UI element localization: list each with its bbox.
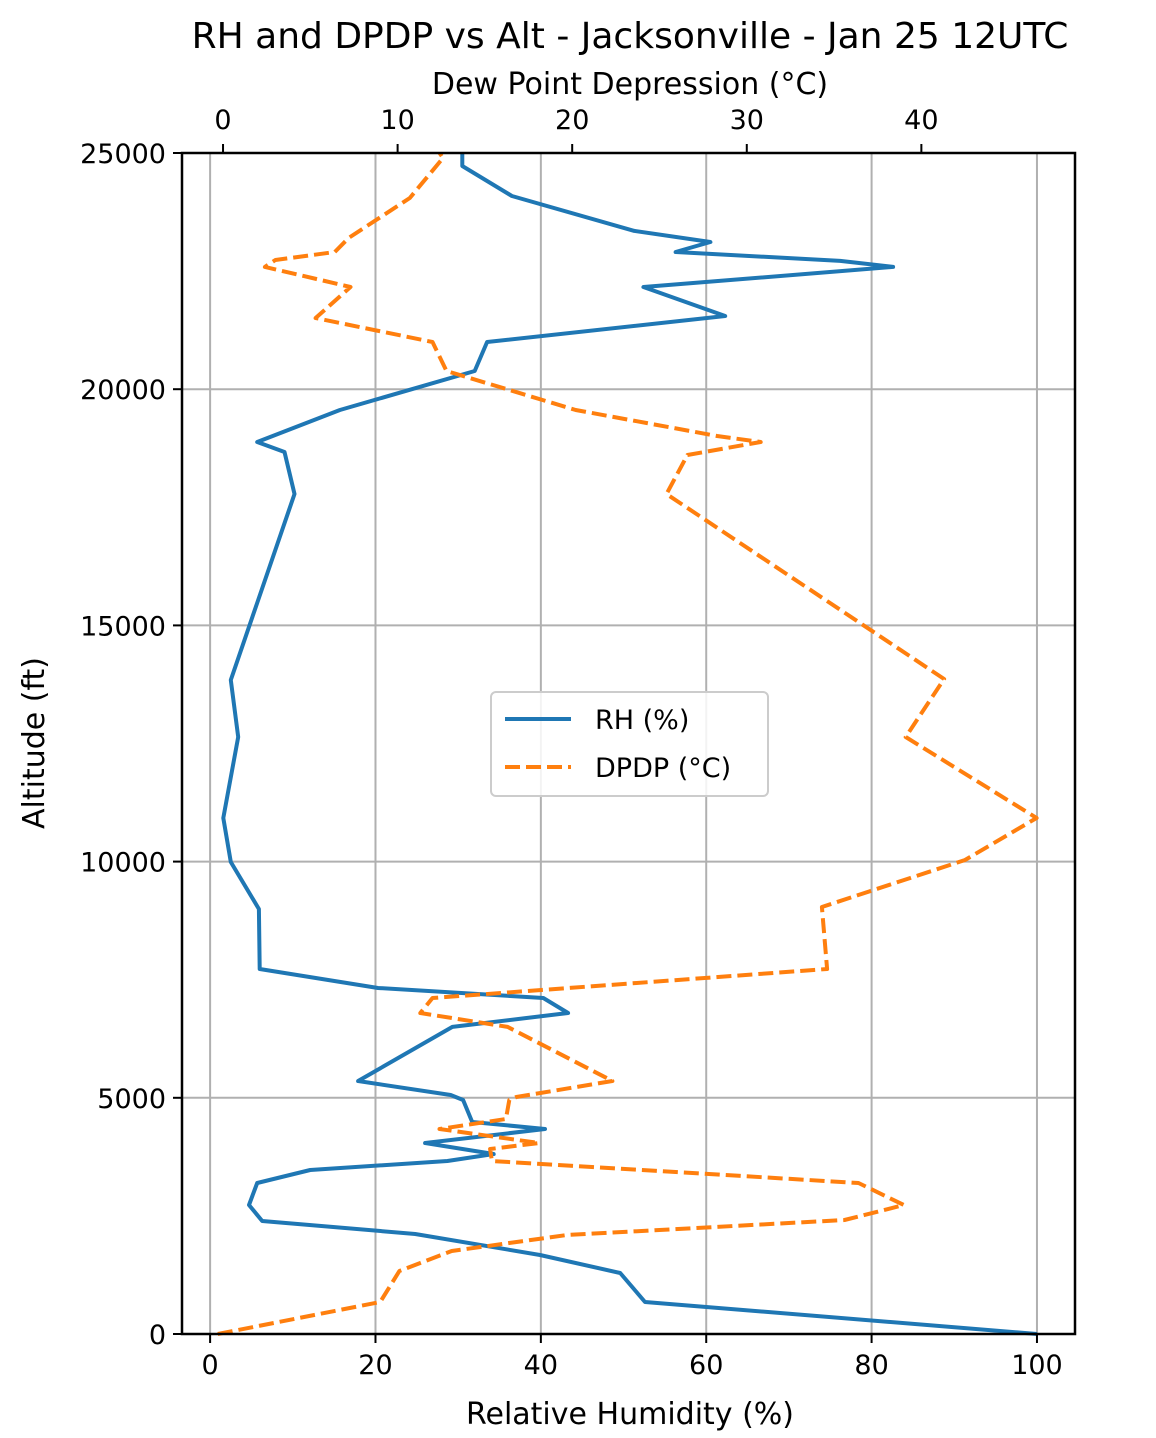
rh-series-line (221, 153, 1038, 1336)
x-tick-label: 20 (358, 1350, 392, 1381)
legend-label-dpdp: DPDP (°C) (595, 753, 731, 784)
x-tick-label: 100 (1011, 1350, 1063, 1381)
x-axis-label: Relative Humidity (%) (466, 1397, 794, 1432)
legend-label-rh: RH (%) (595, 705, 689, 736)
top-tick-label: 10 (380, 105, 414, 136)
dpdp-series-line (217, 151, 1039, 1336)
x-tick-label: 40 (524, 1350, 558, 1381)
top-tick-label: 20 (555, 105, 589, 136)
y-tick-label: 15000 (80, 611, 166, 642)
y-tick-label: 5000 (97, 1084, 166, 1115)
top-axis-label: Dew Point Depression (°C) (432, 67, 828, 102)
y-tick-label: 20000 (80, 375, 166, 406)
x-tick-label: 0 (202, 1350, 219, 1381)
y-tick-label: 0 (149, 1320, 166, 1351)
plot-frame (180, 151, 1077, 1336)
y-axis-label: Altitude (ft) (17, 657, 52, 829)
y-tick-label: 25000 (80, 139, 166, 170)
y-tick-label: 10000 (80, 848, 166, 879)
top-tick-label: 30 (730, 105, 764, 136)
top-tick-label: 0 (214, 105, 231, 136)
chart-title: RH and DPDP vs Alt - Jacksonville - Jan … (192, 16, 1069, 57)
top-tick-label: 40 (904, 105, 938, 136)
legend: RH (%) DPDP (°C) (490, 691, 769, 797)
x-tick-label: 80 (854, 1350, 888, 1381)
x-tick-label: 60 (689, 1350, 723, 1381)
